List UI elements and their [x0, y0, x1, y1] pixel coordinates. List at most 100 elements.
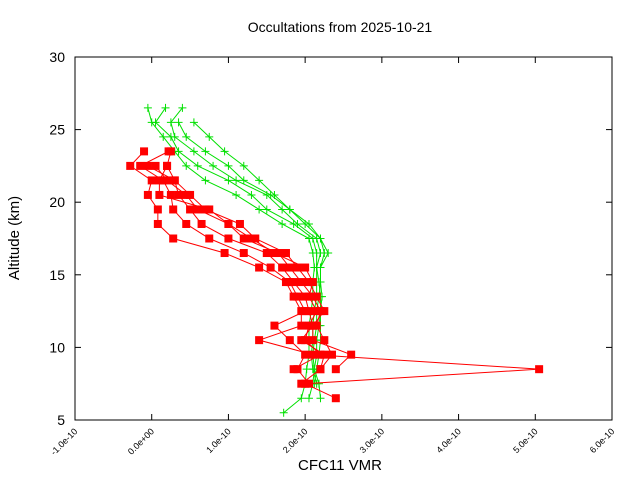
red-square-point	[535, 365, 544, 374]
red-square-point	[320, 336, 329, 345]
green-plus-point	[278, 219, 287, 228]
red-square-point	[301, 263, 310, 272]
red-square-point	[270, 249, 279, 258]
green-plus-point	[316, 263, 325, 272]
red-square-point	[155, 190, 164, 199]
x-tick-label: 0.0e+00	[126, 426, 156, 456]
red-square-point	[169, 205, 178, 214]
red-square-point	[153, 205, 162, 214]
green-plus-point	[293, 219, 302, 228]
y-tick-label: 10	[49, 339, 65, 355]
green-plus-point	[174, 147, 183, 156]
green-plus-point	[224, 176, 233, 185]
green-plus-point	[205, 132, 214, 141]
green-plus-point	[297, 394, 306, 403]
red-square-point	[297, 379, 306, 388]
red-square-point	[308, 336, 317, 345]
x-tick-label: 3.0e-10	[358, 426, 387, 455]
x-tick-label: 6.0e-10	[588, 426, 617, 455]
red-square-point	[347, 350, 356, 359]
green-plus-point	[232, 190, 241, 199]
plot-frame	[74, 56, 613, 421]
green-plus-point	[193, 161, 202, 170]
x-axis-label: CFC11 VMR	[298, 457, 382, 474]
red-square-point	[166, 147, 175, 156]
red-square-point	[169, 234, 178, 243]
red-square-point	[304, 379, 313, 388]
red-square-point	[293, 292, 302, 301]
red-square-point	[126, 161, 135, 170]
y-axis-label: Altitude (km)	[6, 196, 23, 280]
green-plus-point	[270, 190, 279, 199]
red-square-point	[293, 263, 302, 272]
series-layer	[126, 103, 544, 417]
red-square-point	[239, 249, 248, 258]
green-plus-point	[178, 103, 187, 112]
green-plus-point	[304, 394, 313, 403]
red-square-point	[304, 307, 313, 316]
red-square-point	[331, 365, 340, 374]
red-square-point	[297, 278, 306, 287]
red-square-point	[304, 321, 313, 330]
red-square-point	[186, 205, 195, 214]
red-square-point	[235, 219, 244, 228]
y-tick-label: 25	[49, 122, 65, 138]
red-square-point	[197, 219, 206, 228]
green-plus-point	[278, 205, 287, 214]
red-square-point	[304, 292, 313, 301]
red-square-point	[297, 321, 306, 330]
red-square-point	[316, 365, 325, 374]
red-square-point	[308, 278, 317, 287]
green-plus-point	[316, 234, 325, 243]
y-tick-label: 5	[57, 412, 65, 428]
red-square-point	[143, 161, 152, 170]
green-plus-point	[285, 205, 294, 214]
green-plus-point	[189, 147, 198, 156]
y-tick-label: 20	[49, 194, 65, 210]
red-square-point	[239, 234, 248, 243]
red-square-point	[140, 147, 149, 156]
green-plus-point	[304, 219, 313, 228]
x-tick-label: 1.0e-10	[204, 426, 233, 455]
green-plus-point	[316, 394, 325, 403]
red-square-point	[143, 190, 152, 199]
red-square-point	[270, 321, 279, 330]
red-square-point	[174, 190, 183, 199]
red-square-point	[170, 176, 179, 185]
x-tick-label: -1.0e-10	[49, 426, 80, 457]
green-plus-point	[320, 249, 329, 258]
red-square-point	[308, 350, 317, 359]
red-square-point	[224, 234, 233, 243]
red-square-point	[289, 365, 298, 374]
green-plus-point	[239, 176, 248, 185]
green-plus-point	[143, 103, 152, 112]
green-plus-point	[159, 132, 168, 141]
green-plus-point	[182, 161, 191, 170]
red-square-point	[247, 234, 256, 243]
green-plus-point	[151, 118, 160, 127]
red-square-point	[278, 263, 287, 272]
green-plus-point	[314, 379, 323, 388]
red-square-point	[320, 307, 329, 316]
red-square-point	[255, 336, 264, 345]
green-plus-point	[170, 132, 179, 141]
red-square-point	[163, 176, 172, 185]
x-tick-label: 5.0e-10	[511, 426, 540, 455]
green-plus-point	[224, 161, 233, 170]
red-square-point	[316, 350, 325, 359]
red-square-point	[312, 307, 321, 316]
green-plus-point	[174, 118, 183, 127]
red-square-point	[266, 263, 275, 272]
green-plus-point	[189, 118, 198, 127]
green-plus-point	[279, 408, 288, 417]
red-square-point	[147, 176, 156, 185]
x-tick-label: 4.0e-10	[434, 426, 463, 455]
red-square-point	[155, 176, 164, 185]
red-square-point	[205, 205, 214, 214]
green-plus-point	[201, 176, 210, 185]
red-square-point	[262, 249, 271, 258]
green-plus-point	[201, 147, 210, 156]
red-square-point	[331, 394, 340, 403]
